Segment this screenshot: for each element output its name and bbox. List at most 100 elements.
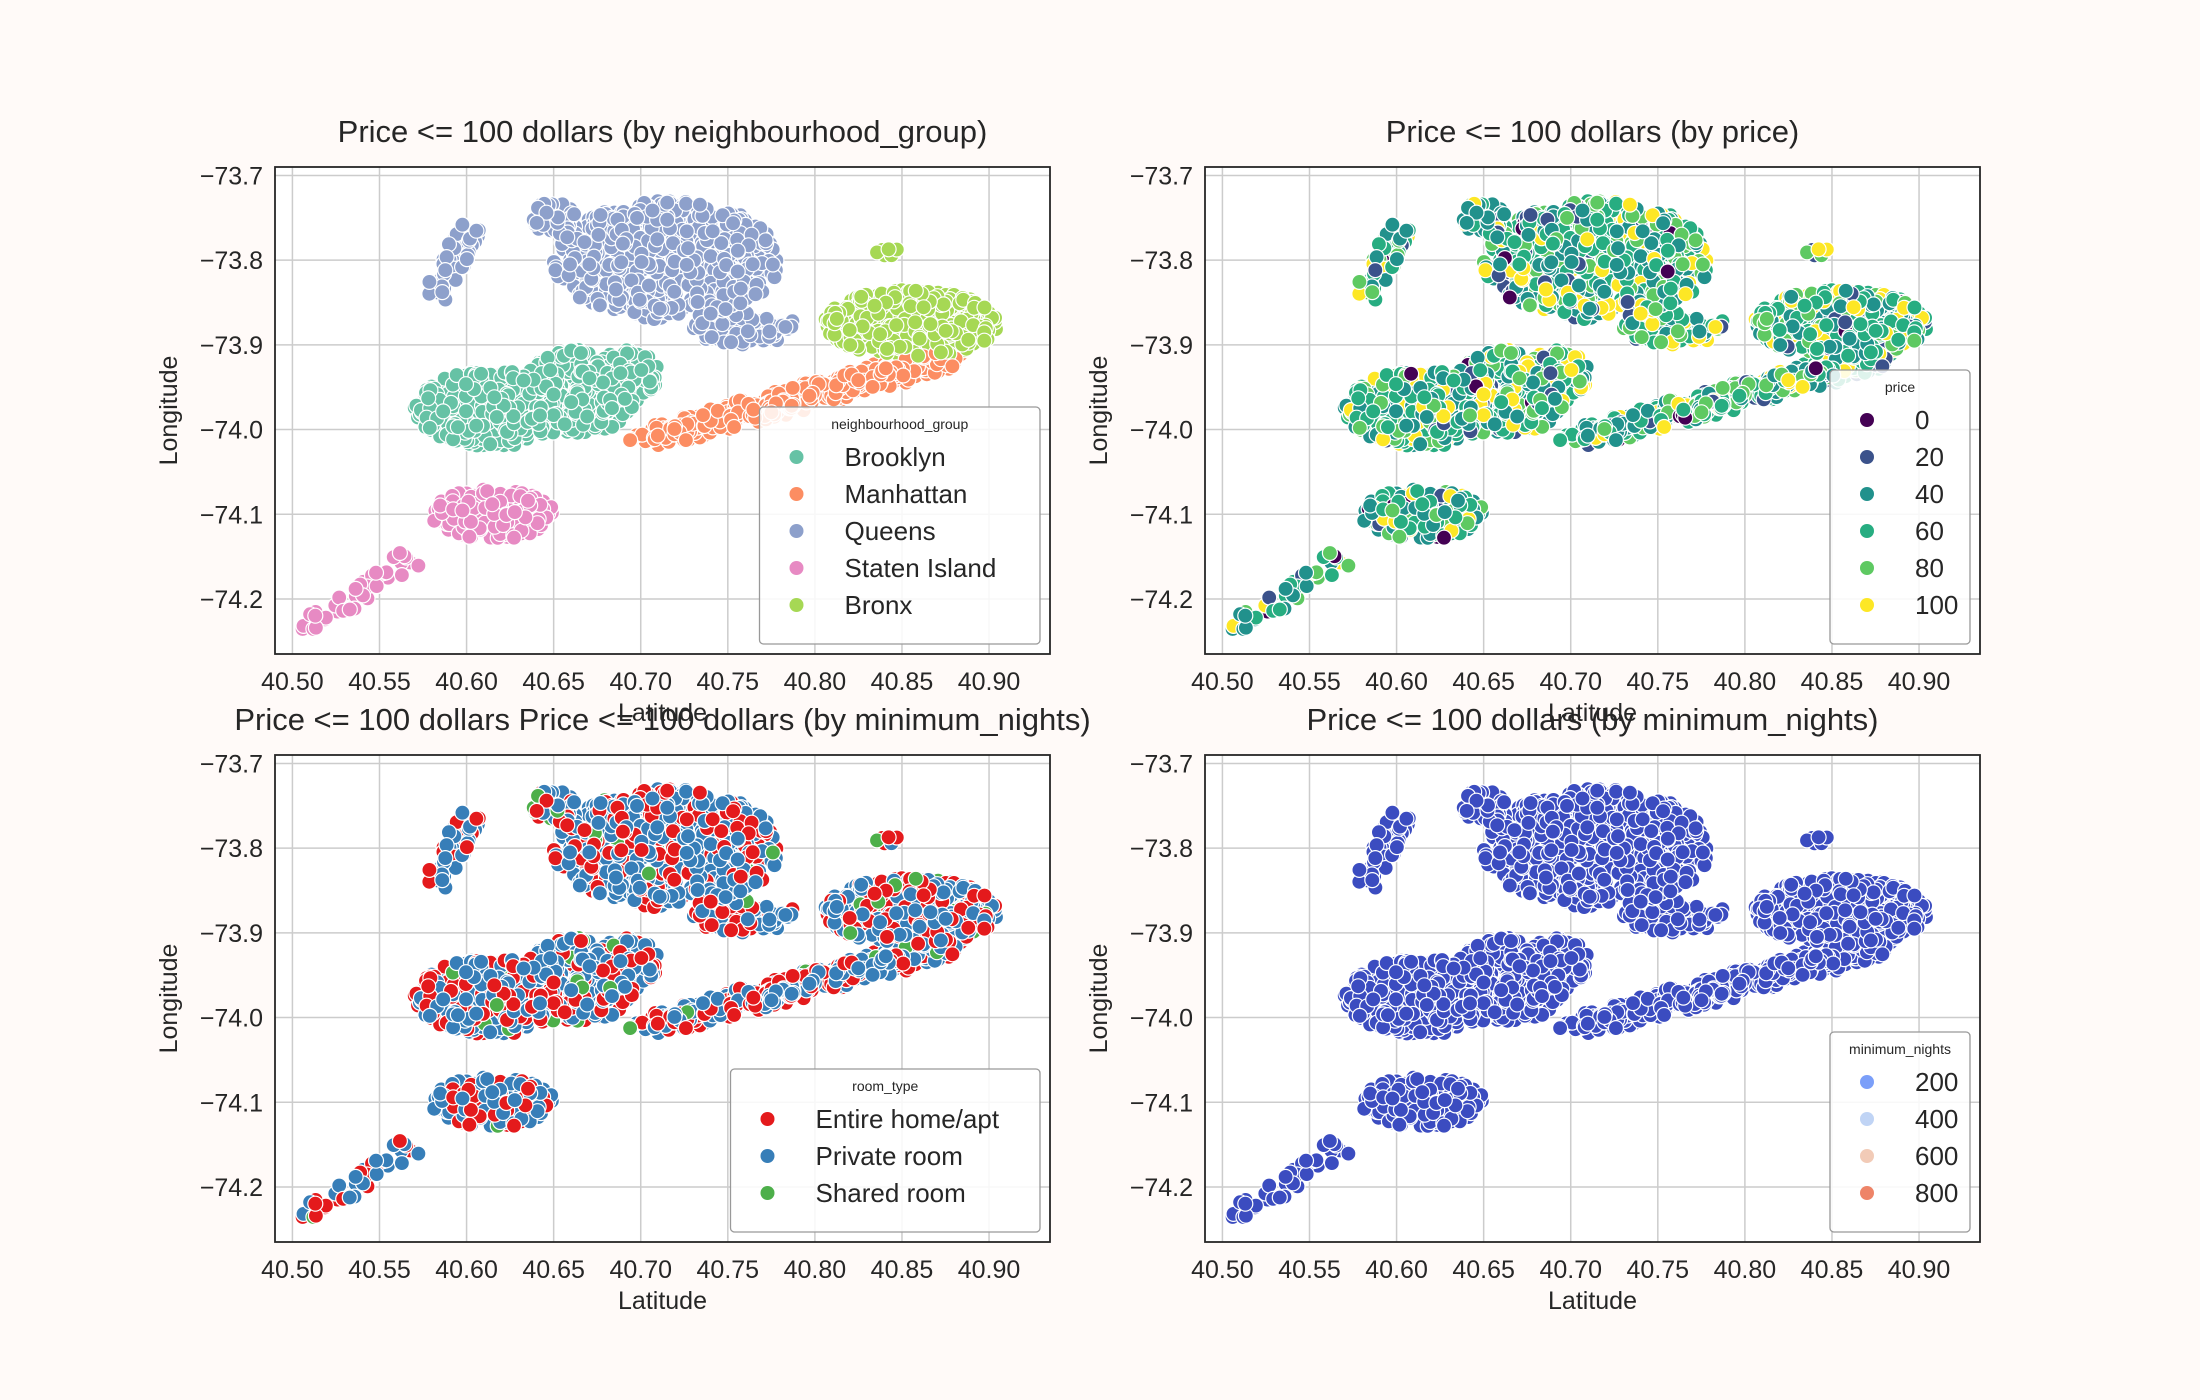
scatter-point [704,223,721,240]
scatter-point [714,316,731,333]
legend-label: Bronx [845,590,913,620]
legend-marker [789,561,804,575]
x-tick-label: 40.55 [348,668,411,696]
scatter-point [649,427,666,444]
scatter-point [935,296,952,313]
x-tick-label: 40.50 [1191,668,1254,696]
scatter-point [368,577,385,595]
scatter-point [545,386,562,403]
scatter-point [717,301,734,318]
scatter-point [420,390,437,407]
legend-label: Manhattan [845,479,968,509]
scatter-point [747,286,764,303]
scatter-point [691,196,709,213]
y-tick-label: −73.9 [200,332,263,360]
x-tick-label: 40.50 [261,668,324,696]
scatter-point [437,262,454,279]
scatter-point [937,322,954,339]
scatter-point [591,297,609,314]
scatter-point [1321,544,1339,562]
scatter-point [777,318,794,336]
scatter-point [434,284,451,301]
y-tick-label: −73.8 [1130,247,1193,275]
scatter-point [435,403,452,420]
scatter-point [871,326,889,343]
scatter-point [678,223,695,240]
scatter-point [864,378,881,395]
y-tick-label: −73.9 [1130,332,1193,360]
scatter-point [581,370,598,387]
scatter-point [878,340,896,357]
legend-marker [789,450,804,464]
scatter-point [607,281,625,298]
scatter-point [506,503,523,521]
scatter-point [393,566,410,584]
scatter-point [482,436,499,453]
scatter-point [468,222,485,239]
scatter-point [528,214,545,231]
y-axis-label: Longitude [155,356,183,466]
y-tick-label: −74.0 [1130,417,1193,445]
scatter-point [458,251,475,268]
y-tick-label: −73.7 [1130,162,1193,190]
scatter-point [410,557,427,574]
scatter-point [576,234,593,251]
scatter-point [505,529,523,546]
scatter-point [515,372,532,389]
scatter-point [571,289,588,306]
scatter-point [866,297,883,314]
scatter-point [612,365,629,382]
scatter-point [1644,316,1661,333]
scatter-point [367,564,385,581]
chart-panel-1: 40.50 40.55 40.60 40.65 40.70 40.75 40.80 40.85… [155,114,1051,727]
x-tick-label: 40.90 [1888,668,1951,696]
x-tick-label: 40.90 [958,668,1021,696]
scatter-point [488,408,505,426]
scatter-point [679,240,697,257]
y-tick-label: −74.2 [200,586,263,614]
scatter-point [724,215,742,232]
scatter-point [689,293,706,311]
scatter-point [542,362,559,379]
scatter-point [702,248,719,265]
scatter-point [702,305,719,322]
y-tick-label: −74.1 [1130,501,1193,529]
scatter-point [784,379,801,396]
y-tick-label: −73.7 [200,162,263,190]
scatter-point [907,282,924,299]
scatter-point [457,403,475,420]
scatter-point [531,407,549,424]
scatter-point [944,358,961,375]
scatter-point [801,387,818,404]
legend-title: neighbourhood_group [831,416,968,432]
scatter-point [468,417,485,434]
chart-title: Price <= 100 dollars (by neighbourhood_g… [338,114,988,149]
scatter-point [745,401,762,418]
scatter-point [556,416,573,433]
scatter-point [454,502,471,519]
scatter-point [457,376,475,393]
x-tick-label: 40.85 [871,668,934,696]
scatter-point [347,580,364,598]
x-tick-label: 40.65 [1452,668,1515,696]
legend: neighbourhood_groupBrooklynManhattanQuee… [758,406,1041,645]
scatter-point [842,336,859,354]
scatter-point [744,256,761,273]
x-tick-label: 40.85 [1801,668,1864,696]
scatter-point [633,361,650,379]
scatter-point [739,323,756,340]
scatter-point [449,419,466,436]
scatter-point [581,256,598,273]
scatter-point [666,420,683,438]
scatter-point [877,360,894,377]
x-tick-label: 40.55 [1278,668,1341,696]
scatter-point [572,344,590,362]
scatter-point [631,291,648,308]
scatter-point [590,226,607,243]
scatter-point [922,316,939,333]
scatter-point [649,231,666,248]
scatter-point [559,229,576,246]
scatter-point [603,400,621,417]
scatter-point [828,310,845,327]
x-tick-label: 40.75 [697,668,760,696]
